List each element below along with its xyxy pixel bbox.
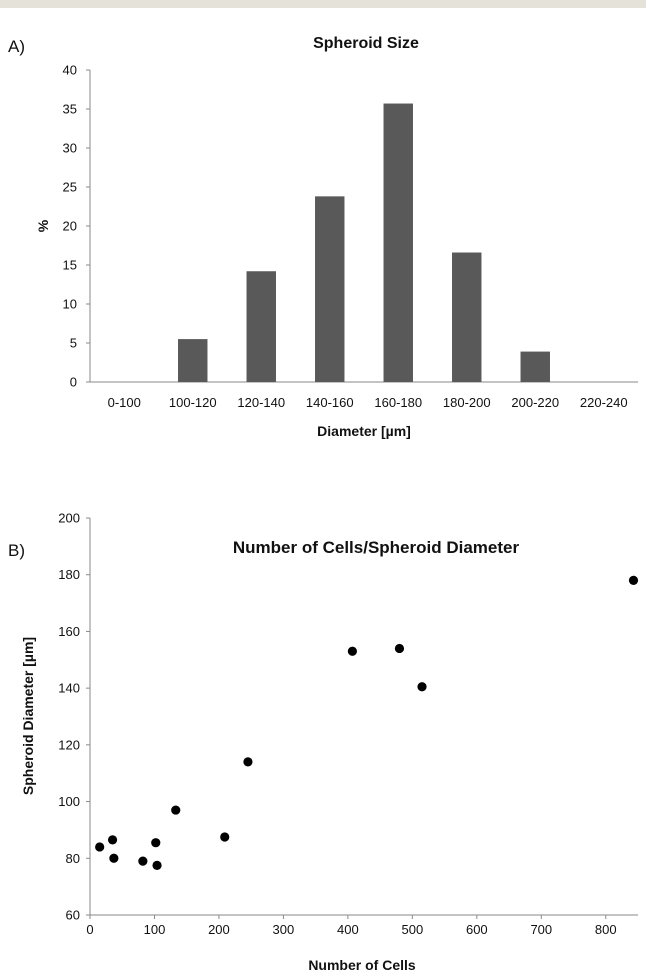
panel-b-y-tick-label: 120 <box>58 737 80 752</box>
panel-b-label: B) <box>8 541 25 560</box>
panel-a-x-tick-label: 160-180 <box>374 395 422 410</box>
panel-a-x-tick-label: 100-120 <box>169 395 217 410</box>
panel-b-y-tick-label: 80 <box>66 851 80 866</box>
panel-b-x-tick-label: 400 <box>337 922 359 937</box>
panel-a-bar <box>178 339 208 382</box>
panel-a-x-tick-label: 0-100 <box>108 395 141 410</box>
panel-b-data-point <box>220 832 230 842</box>
panel-a-y-tick-label: 20 <box>63 219 77 234</box>
panel-a-x-tick-label: 220-240 <box>580 395 628 410</box>
panel-a-y-tick-label: 30 <box>63 141 77 156</box>
panel-b-x-tick-label: 0 <box>86 922 93 937</box>
panel-b-x-tick-label: 700 <box>530 922 552 937</box>
panel-b-data-point <box>243 757 253 767</box>
panel-a-y-tick-label: 5 <box>70 336 77 351</box>
panel-a-bar <box>383 103 413 382</box>
panel-b-data-point <box>95 842 105 852</box>
panel-b-y-axis-label: Spheroid Diameter [µm] <box>20 637 36 795</box>
panel-b-y-ticks: 60 80 100 120 140 160 180 200 <box>58 511 90 923</box>
panel-a-label: A) <box>8 37 25 56</box>
panel-b-title: Number of Cells/Spheroid Diameter <box>233 538 520 557</box>
panel-a-title: Spheroid Size <box>313 35 419 52</box>
panel-a-bar <box>520 351 550 382</box>
panel-b-data-point <box>417 682 427 692</box>
panel-b-x-tick-label: 100 <box>144 922 166 937</box>
panel-a-y-tick-label: 15 <box>63 258 77 273</box>
panel-b-y-tick-label: 160 <box>58 624 80 639</box>
panel-a-y-ticks: 0 5 10 15 20 25 30 35 40 <box>63 63 90 390</box>
panel-b-x-tick-label: 800 <box>595 922 617 937</box>
panel-b-data-point <box>152 860 162 870</box>
panel-a-y-tick-label: 10 <box>63 297 77 312</box>
panel-b-data-point <box>628 575 639 585</box>
panel-a-x-tick-label: 200-220 <box>511 395 559 410</box>
panel-b-y-tick-label: 60 <box>66 908 80 923</box>
panel-b-y-tick-label: 180 <box>58 567 80 582</box>
panel-b-data-point <box>171 805 181 815</box>
panel-a-x-tick-label: 180-200 <box>443 395 491 410</box>
panel-b-points <box>95 575 639 870</box>
panel-b-data-point <box>109 853 119 863</box>
panel-b-data-point <box>347 646 357 656</box>
panel-a-y-tick-label: 0 <box>70 375 77 390</box>
panel-b-x-tick-label: 200 <box>208 922 230 937</box>
panel-a-bar <box>246 271 276 382</box>
panel-a-x-ticks: 0-100 100-120 120-140 140-160 160-180 180-200… <box>108 395 628 410</box>
panel-b-data-point <box>107 835 118 845</box>
panel-a-y-tick-label: 35 <box>63 102 77 117</box>
panel-a-y-tick-label: 40 <box>63 63 77 78</box>
panel-b-y-tick-label: 100 <box>58 794 80 809</box>
panel-b-x-tick-label: 500 <box>402 922 424 937</box>
panel-b-data-point <box>151 838 161 848</box>
panel-b-data-point <box>138 856 148 866</box>
panel-a-bar-chart: A) Spheroid Size % Diameter [µm] 0 5 10 15 2… <box>8 35 638 439</box>
panel-a-x-tick-label: 120-140 <box>237 395 285 410</box>
panel-a-bars <box>178 103 550 382</box>
panel-b-y-tick-label: 200 <box>58 511 80 526</box>
top-border-strip <box>0 0 646 8</box>
panel-b-x-tick-label: 600 <box>466 922 488 937</box>
panel-a-x-axis-label: Diameter [µm] <box>317 423 411 439</box>
panel-a-bar <box>315 196 345 382</box>
panel-a-y-tick-label: 25 <box>63 180 77 195</box>
panel-b-x-tick-label: 300 <box>273 922 295 937</box>
panel-b-y-tick-label: 140 <box>58 681 80 696</box>
panel-b-x-axis-label: Number of Cells <box>308 957 416 973</box>
panel-b-data-point <box>394 643 405 654</box>
panel-b-x-ticks: 0 100 200 300 400 500 600 700 800 <box>86 915 617 937</box>
panel-a-x-tick-label: 140-160 <box>306 395 354 410</box>
panel-a-bar <box>452 252 482 382</box>
panel-a-y-axis-label: % <box>35 219 51 232</box>
panel-b-scatter-chart: B) Number of Cells/Spheroid Diameter Sph… <box>8 511 639 973</box>
